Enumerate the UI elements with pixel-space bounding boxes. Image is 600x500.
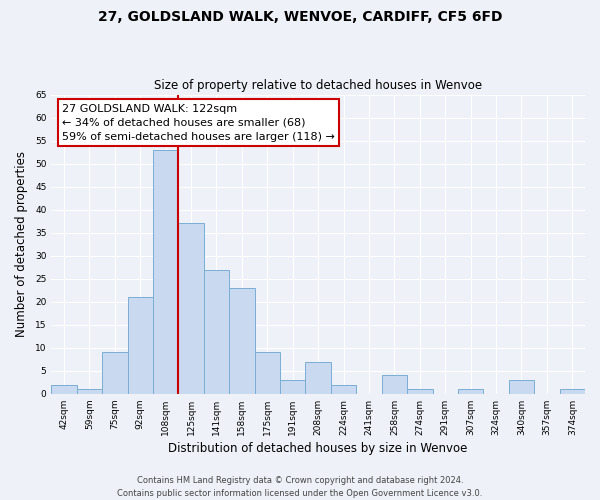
Text: 27, GOLDSLAND WALK, WENVOE, CARDIFF, CF5 6FD: 27, GOLDSLAND WALK, WENVOE, CARDIFF, CF5…: [98, 10, 502, 24]
Y-axis label: Number of detached properties: Number of detached properties: [15, 151, 28, 337]
Text: Contains HM Land Registry data © Crown copyright and database right 2024.
Contai: Contains HM Land Registry data © Crown c…: [118, 476, 482, 498]
Bar: [153, 150, 178, 394]
Bar: [229, 288, 254, 394]
Bar: [254, 352, 280, 394]
Bar: [52, 384, 77, 394]
Bar: [458, 389, 484, 394]
Bar: [77, 389, 102, 394]
Bar: [560, 389, 585, 394]
Bar: [178, 224, 204, 394]
Bar: [509, 380, 534, 394]
Bar: [305, 362, 331, 394]
Bar: [204, 270, 229, 394]
Bar: [102, 352, 128, 394]
Bar: [331, 384, 356, 394]
Title: Size of property relative to detached houses in Wenvoe: Size of property relative to detached ho…: [154, 79, 482, 92]
Bar: [128, 297, 153, 394]
Bar: [407, 389, 433, 394]
Bar: [382, 376, 407, 394]
X-axis label: Distribution of detached houses by size in Wenvoe: Distribution of detached houses by size …: [169, 442, 468, 455]
Text: 27 GOLDSLAND WALK: 122sqm
← 34% of detached houses are smaller (68)
59% of semi-: 27 GOLDSLAND WALK: 122sqm ← 34% of detac…: [62, 104, 335, 142]
Bar: [280, 380, 305, 394]
